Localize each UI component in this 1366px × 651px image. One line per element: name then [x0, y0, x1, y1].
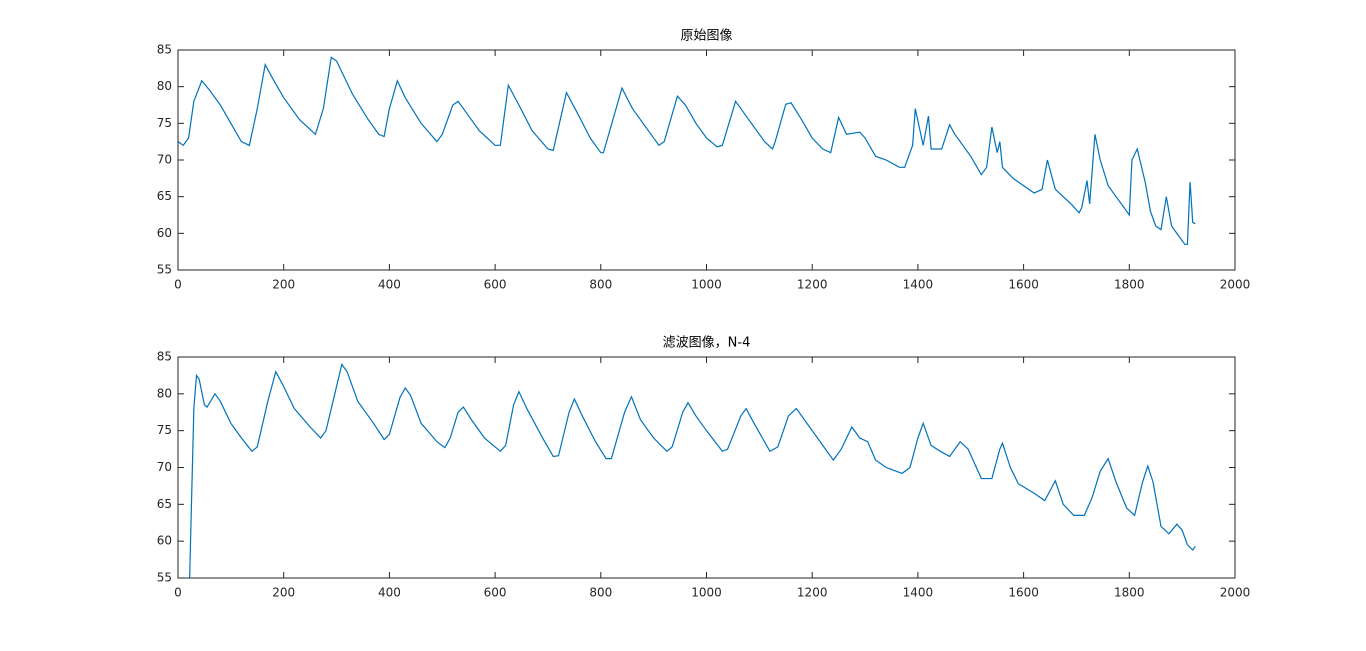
axes-box — [177, 49, 1236, 271]
x-tick-label: 200 — [272, 586, 295, 600]
x-tick-label: 800 — [589, 586, 612, 600]
data-line — [177, 56, 1196, 245]
y-tick-label: 60 — [157, 226, 172, 240]
axes-box — [177, 356, 1236, 579]
x-tick-label: 1800 — [1114, 278, 1145, 292]
y-tick-label: 70 — [157, 460, 172, 474]
y-tick-label: 55 — [157, 263, 172, 277]
y-tick-label: 85 — [157, 43, 172, 57]
chart-title: 原始图像 — [680, 29, 732, 44]
x-tick-label: 600 — [484, 586, 507, 600]
y-tick-label: 75 — [157, 116, 172, 130]
x-tick-label: 400 — [378, 586, 401, 600]
y-tick-label: 85 — [157, 350, 172, 364]
x-tick-label: 400 — [378, 278, 401, 292]
x-tick-label: 1400 — [903, 586, 934, 600]
axes-background — [178, 357, 1235, 578]
y-tick-label: 65 — [157, 189, 172, 203]
y-tick-label: 65 — [157, 497, 172, 511]
axes-background — [178, 50, 1235, 270]
x-tick-label: 1000 — [691, 586, 722, 600]
x-tick-label: 600 — [484, 278, 507, 292]
x-tick-label: 1600 — [1008, 278, 1039, 292]
y-tick-label: 55 — [157, 571, 172, 585]
x-tick-label: 0 — [174, 586, 182, 600]
x-tick-label: 2000 — [1220, 278, 1251, 292]
x-tick-label: 200 — [272, 278, 295, 292]
x-tick-label: 1600 — [1008, 586, 1039, 600]
x-tick-label: 1400 — [903, 278, 934, 292]
x-tick-label: 1000 — [691, 278, 722, 292]
y-tick-label: 60 — [157, 534, 172, 548]
x-tick-label: 1800 — [1114, 586, 1145, 600]
chart-title: 滤波图像，N-4 — [663, 336, 751, 351]
y-tick-label: 75 — [157, 423, 172, 437]
x-tick-label: 1200 — [797, 586, 828, 600]
y-tick-label: 80 — [157, 386, 172, 400]
y-tick-label: 70 — [157, 153, 172, 167]
y-tick-label: 80 — [157, 79, 172, 93]
x-tick-label: 1200 — [797, 278, 828, 292]
x-tick-label: 800 — [589, 278, 612, 292]
x-tick-label: 0 — [174, 278, 182, 292]
data-line — [189, 362, 1196, 579]
x-tick-label: 2000 — [1220, 586, 1251, 600]
